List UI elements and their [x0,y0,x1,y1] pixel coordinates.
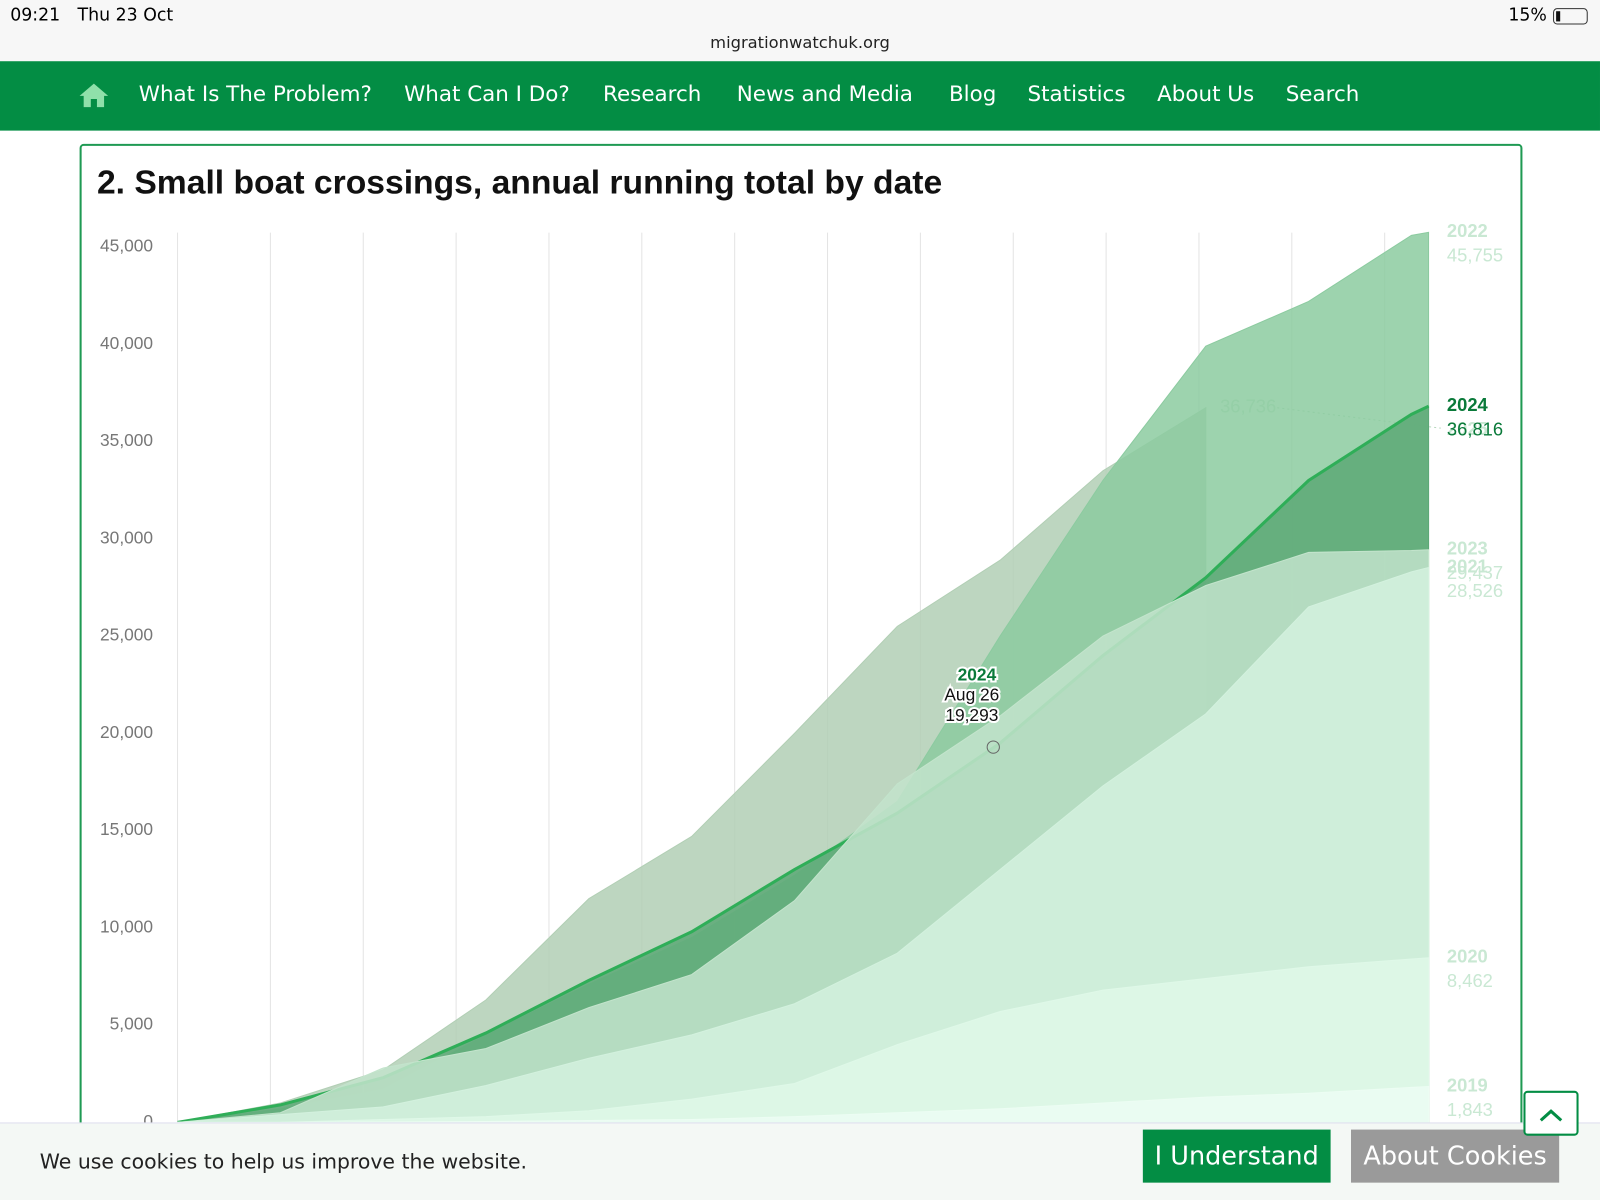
nav-link[interactable]: News and Media [736,81,913,107]
nav-link[interactable]: Blog [948,81,997,107]
tooltip-name: 2024 [958,664,997,684]
end-value: 29,437 [1447,562,1503,583]
end-value: 1,843 [1447,1099,1493,1120]
url[interactable]: migrationwatchuk.org [710,32,890,53]
series-name: 2025 [1447,418,1488,439]
cookie-banner: We use cookies to help us improve the we… [0,1122,1600,1200]
y-tick-label: 35,000 [100,430,153,450]
y-tick-label: 5,000 [110,1014,153,1034]
tooltip-point [986,740,1000,754]
end-value: 36,816 [1447,419,1503,440]
end-value: 45,755 [1447,245,1503,266]
nav-link[interactable]: About Us [1157,81,1255,107]
series-name: 2019 [1447,1074,1488,1095]
cookie-text: We use cookies to help us improve the we… [39,1148,528,1174]
y-tick-label: 20,000 [100,722,153,742]
time: 09:21 [10,5,61,26]
y-tick-label: 10,000 [100,916,153,936]
area [177,566,1430,1123]
chevron [1539,1109,1563,1122]
y-tick-label: 15,000 [100,819,153,839]
tooltip-value: 19,293 [945,705,998,725]
nav-link[interactable]: Search [1285,81,1360,107]
series-name: 2020 [1447,946,1488,967]
y-tick-label: 25,000 [100,625,153,645]
y-tick-label: 30,000 [100,527,153,547]
y-tick-label: 40,000 [100,333,153,353]
nav-link[interactable]: What Is The Problem? [138,81,372,107]
area [177,957,1430,1123]
y-tick-label: 0 [143,1111,153,1131]
series-name: 2021 [1447,555,1488,576]
series-name: 2024 [1447,394,1489,415]
about-cookies-button[interactable]: About Cookies [1351,1129,1560,1183]
nav-link[interactable]: Statistics [1027,81,1126,107]
nav-bar: What Is The Problem? What Can I Do? Resear… [0,61,1600,131]
chart-title: 2. Small boat crossings, annual running … [97,165,942,202]
series-name: 2023 [1447,538,1488,559]
date: Thu 23 Oct [77,5,174,26]
accept-button[interactable]: I Understand [1142,1129,1331,1183]
end-value: 8,462 [1447,970,1493,991]
series-name: 2022 [1447,220,1488,241]
end-value: 28,526 [1447,580,1503,601]
battery: 15% [1508,5,1547,26]
nav-link[interactable]: What Can I Do? [404,81,570,107]
battery-icon [1553,8,1588,25]
scroll-top-button[interactable] [1523,1090,1579,1136]
home-icon[interactable] [79,82,110,109]
y-tick-label: 45,000 [100,236,153,256]
status-bar: 09:21 Thu 23 Oct 15% migrationwatchuk.or… [0,0,1600,62]
tooltip-date: Aug 26 [944,685,999,705]
nav-link[interactable]: Research [603,81,702,107]
area [177,1086,1430,1123]
